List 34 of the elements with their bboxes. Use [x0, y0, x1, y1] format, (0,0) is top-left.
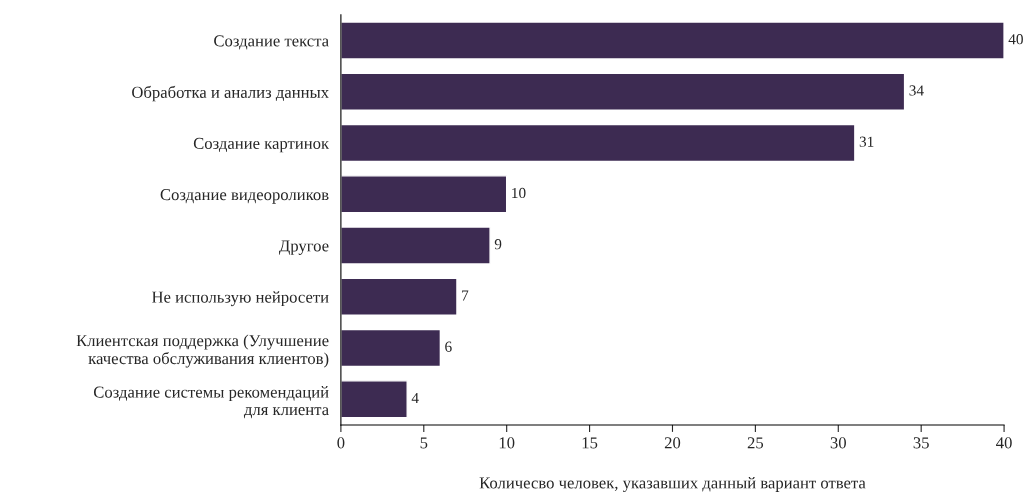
y-tick-label: Другое [279, 240, 329, 255]
bar [340, 328, 442, 368]
bar [340, 226, 491, 265]
x-tick-label: 5 [420, 437, 428, 449]
data-label: 40 [1008, 34, 1023, 45]
x-tick-label: 35 [913, 437, 929, 449]
data-label: 9 [494, 239, 502, 250]
x-tick-label: 0 [337, 437, 345, 449]
bar [340, 21, 1005, 60]
bar [340, 277, 458, 316]
data-label: 31 [859, 136, 874, 147]
x-tick-label: 20 [664, 437, 681, 449]
x-tick-label: 30 [830, 437, 846, 449]
data-label: 10 [512, 187, 526, 199]
x-tick-label: 15 [582, 437, 598, 449]
x-axis-title: Количесво человек, указавших данный вариант ответа [479, 476, 866, 492]
bar [340, 380, 408, 419]
bar [340, 72, 906, 111]
y-tick-label: Создание картинок [193, 137, 330, 153]
y-tick-label: Создание текста [214, 35, 329, 50]
data-label: 6 [445, 341, 452, 352]
bar [340, 175, 508, 214]
bar [340, 123, 856, 163]
y-tick-label: Создание системы рекомендаций для клиента [93, 386, 329, 419]
data-label: 7 [462, 290, 469, 301]
x-tick-label: 10 [499, 437, 515, 449]
y-tick-label: Не использую нейросети [151, 291, 329, 307]
y-tick-label: Клиентская поддержка (Улучшение качества обслуживания клиентов) [76, 334, 329, 368]
x-tick-label: 25 [747, 437, 764, 449]
y-tick-label: Создание видеороликов [160, 189, 329, 204]
data-label: 4 [411, 392, 419, 403]
y-tick-label: Обработка и анализ данных [132, 85, 329, 102]
x-tick-label: 40 [996, 437, 1012, 449]
data-label: 34 [909, 85, 924, 96]
